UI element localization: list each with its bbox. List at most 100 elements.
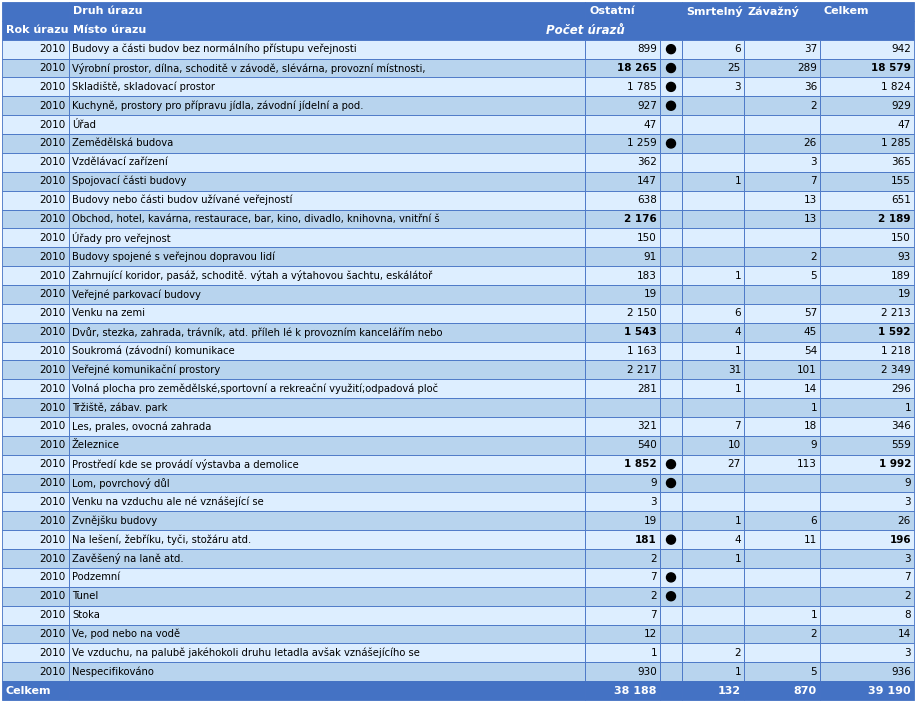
Text: 929: 929	[891, 101, 911, 111]
Bar	[744, 266, 820, 285]
Bar	[69, 153, 585, 172]
Bar	[2, 77, 69, 96]
Text: 2010: 2010	[39, 63, 66, 73]
Text: 1: 1	[735, 516, 741, 526]
Text: Ostatní: Ostatní	[589, 6, 635, 16]
Bar	[585, 360, 660, 379]
Bar	[2, 511, 69, 530]
Bar	[820, 398, 914, 417]
Bar	[820, 662, 914, 681]
Text: 638: 638	[638, 195, 657, 205]
Bar	[820, 153, 914, 172]
Bar	[660, 360, 682, 379]
Text: 5: 5	[811, 270, 817, 281]
Bar	[69, 417, 585, 436]
Bar	[820, 191, 914, 209]
Bar	[69, 549, 585, 568]
Bar	[660, 191, 682, 209]
Bar	[69, 436, 585, 455]
Text: Lom, povrchový důl: Lom, povrchový důl	[72, 477, 169, 489]
Bar	[682, 493, 744, 511]
Text: 9: 9	[811, 440, 817, 450]
Bar	[69, 58, 585, 77]
Text: 13: 13	[803, 195, 817, 205]
Text: 5: 5	[811, 667, 817, 677]
Text: 18: 18	[803, 421, 817, 432]
Bar	[820, 436, 914, 455]
Text: 12: 12	[644, 629, 657, 639]
Text: 4: 4	[735, 535, 741, 545]
Bar	[744, 511, 820, 530]
Text: 1: 1	[735, 176, 741, 186]
Bar	[585, 342, 660, 360]
Text: 942: 942	[891, 44, 911, 54]
Bar	[585, 247, 660, 266]
Bar	[2, 417, 69, 436]
Bar	[585, 115, 660, 134]
Bar	[660, 417, 682, 436]
Bar	[660, 681, 682, 700]
Bar	[744, 153, 820, 172]
Bar	[660, 436, 682, 455]
Bar	[2, 398, 69, 417]
Bar	[744, 493, 820, 511]
Text: Úřad: Úřad	[72, 119, 96, 130]
Bar	[682, 2, 744, 21]
Text: 559: 559	[891, 440, 911, 450]
Bar	[585, 568, 660, 587]
Bar	[660, 134, 682, 153]
Bar	[585, 172, 660, 191]
Text: 1 992: 1 992	[878, 459, 911, 469]
Bar	[69, 304, 585, 323]
Bar	[2, 266, 69, 285]
Circle shape	[667, 101, 675, 110]
Bar	[69, 398, 585, 417]
Text: Venku na zemi: Venku na zemi	[72, 308, 145, 318]
Bar	[820, 360, 914, 379]
Text: 2010: 2010	[39, 497, 66, 507]
Text: Výrobní prostor, dílna, schoditě v závodě, slévárna, provozní místnosti,: Výrobní prostor, dílna, schoditě v závod…	[72, 62, 426, 74]
Text: 2010: 2010	[39, 138, 66, 149]
Text: 150: 150	[638, 233, 657, 243]
Text: 2010: 2010	[39, 44, 66, 54]
Text: 2010: 2010	[39, 535, 66, 545]
Bar	[660, 323, 682, 342]
Bar	[660, 606, 682, 625]
Bar	[682, 40, 744, 58]
Circle shape	[667, 139, 675, 148]
Bar	[585, 134, 660, 153]
Bar	[744, 285, 820, 304]
Bar	[682, 134, 744, 153]
Text: 2010: 2010	[39, 440, 66, 450]
Text: 181: 181	[636, 535, 657, 545]
Text: 1 592: 1 592	[878, 327, 911, 337]
Bar	[2, 662, 69, 681]
Text: 321: 321	[638, 421, 657, 432]
Text: 2010: 2010	[39, 459, 66, 469]
Bar	[69, 323, 585, 342]
Bar	[682, 417, 744, 436]
Bar	[69, 681, 585, 700]
Bar	[820, 568, 914, 587]
Bar	[69, 209, 585, 228]
Bar	[69, 360, 585, 379]
Text: 2010: 2010	[39, 667, 66, 677]
Text: 3: 3	[650, 497, 657, 507]
Bar	[2, 644, 69, 662]
Text: 2: 2	[904, 591, 911, 601]
Text: 2010: 2010	[39, 270, 66, 281]
Bar	[69, 568, 585, 587]
Bar	[585, 228, 660, 247]
Bar	[585, 644, 660, 662]
Text: 2010: 2010	[39, 214, 66, 224]
Bar	[69, 530, 585, 549]
Text: Prostředí kde se provádí výstavba a demolice: Prostředí kde se provádí výstavba a demo…	[72, 458, 299, 470]
Text: 2010: 2010	[39, 591, 66, 601]
Bar	[744, 681, 820, 700]
Bar	[682, 58, 744, 77]
Bar	[820, 172, 914, 191]
Bar	[820, 606, 914, 625]
Text: 930: 930	[638, 667, 657, 677]
Bar	[682, 191, 744, 209]
Text: 54: 54	[803, 346, 817, 356]
